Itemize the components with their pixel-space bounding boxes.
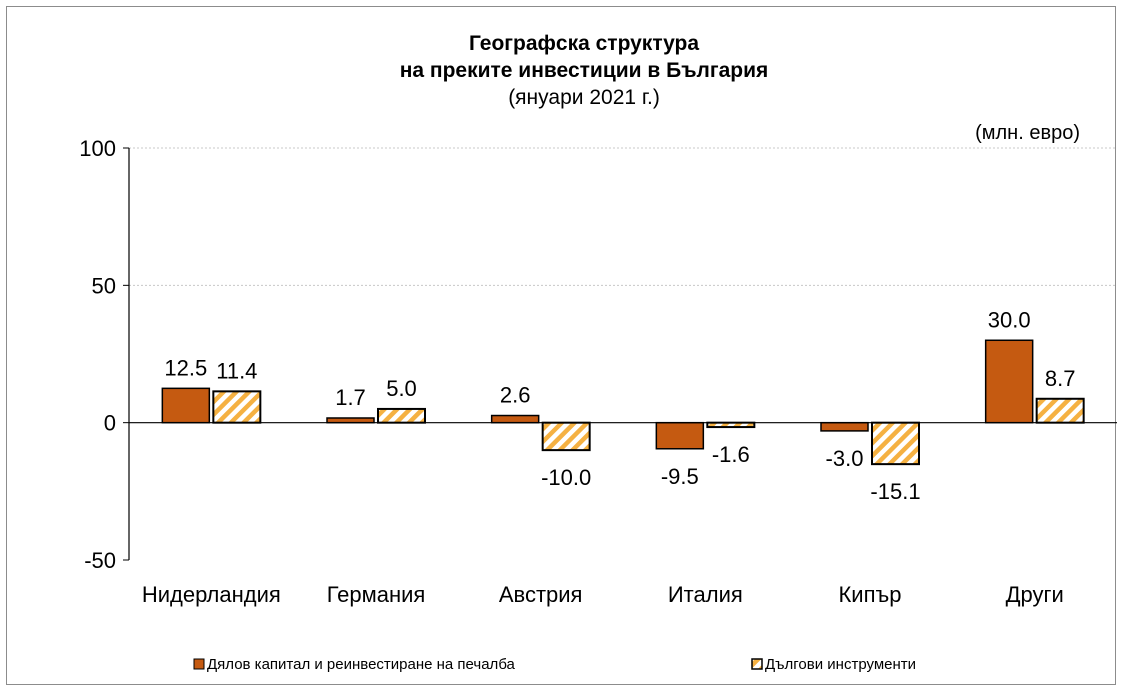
chart-title-line-1: Географска структура: [469, 32, 699, 55]
bar-equity: [820, 421, 869, 432]
unit-label: (млн. евро): [975, 122, 1080, 144]
x-tick-label: Германия: [327, 582, 426, 607]
x-tick-label: Кипър: [838, 582, 901, 607]
data-label: 11.4: [216, 358, 257, 383]
chart-svg: Географска структура на преките инвестиц…: [79, 32, 1117, 673]
bar-equity: [490, 414, 540, 424]
bar-equity: [655, 421, 705, 450]
bar-equity: [161, 387, 211, 424]
bar-equity: [326, 417, 375, 424]
data-label: -15.1: [870, 479, 920, 504]
x-tick-labels: Нидерландия Германия Австрия Италия Кипър Дру…: [142, 582, 1064, 607]
data-label: -9.5: [661, 464, 699, 489]
y-tick-label: 0: [104, 411, 116, 436]
data-label: -3.0: [826, 446, 864, 471]
data-label: -1.6: [712, 442, 750, 467]
data-label: 12.5: [164, 355, 207, 380]
legend: Дялов капитал и реинвестиране на печалба…: [193, 656, 916, 673]
data-label: 30.0: [988, 307, 1031, 332]
legend-swatch-debt: [751, 658, 763, 670]
data-label: 1.7: [335, 385, 366, 410]
grid-lines: [123, 147, 1117, 561]
data-labels: 12.5 11.4 1.7 5.0 2.6 -10.0 -9.5 -1.6 -3.0-15.1 3…: [164, 307, 1075, 504]
bar-debt: [212, 390, 262, 424]
y-tick-labels: -50 0 50 100: [79, 136, 116, 573]
data-label: 8.7: [1045, 366, 1076, 391]
x-tick-label: Австрия: [499, 582, 583, 607]
bar-debt: [541, 421, 591, 452]
bar-debt: [871, 421, 920, 466]
bar-debt: [377, 407, 426, 424]
bar-equity: [984, 339, 1034, 424]
x-tick-label: Италия: [668, 582, 743, 607]
y-tick-label: 50: [92, 273, 116, 298]
bar-debt: [1035, 397, 1085, 424]
data-label: -10.0: [541, 465, 591, 490]
legend-label-equity: Дялов капитал и реинвестиране на печалба: [207, 656, 516, 673]
bar-debt: [706, 421, 756, 429]
chart-title-line-2: на преките инвестиции в България: [400, 59, 769, 82]
legend-label-debt: Дългови инструменти: [765, 656, 916, 673]
legend-swatch-equity: [193, 658, 205, 670]
chart-subtitle: (януари 2021 г.): [508, 86, 660, 109]
data-label: 5.0: [386, 376, 417, 401]
y-tick-label: -50: [84, 548, 116, 573]
x-tick-label: Други: [1006, 582, 1064, 607]
x-tick-label: Нидерландия: [142, 582, 281, 607]
data-label: 2.6: [500, 383, 531, 408]
y-tick-label: 100: [79, 136, 116, 161]
chart-frame: Географска структура на преките инвестиц…: [6, 6, 1117, 685]
bars: [161, 339, 1085, 466]
axes: [128, 148, 1117, 560]
